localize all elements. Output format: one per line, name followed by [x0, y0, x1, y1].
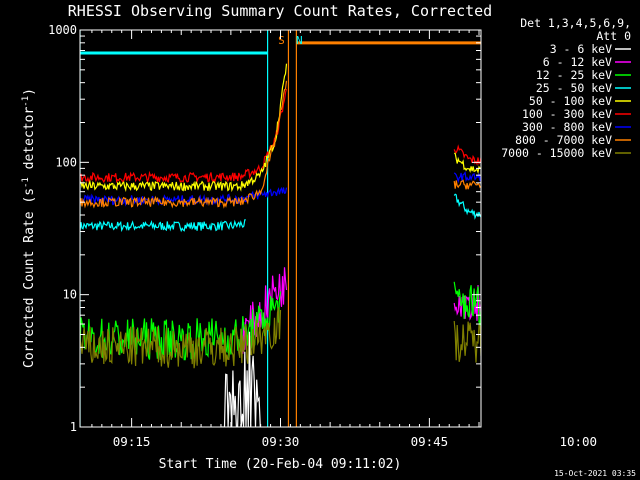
series-7-segment-0: [80, 80, 288, 209]
series-1-segment-1: [453, 285, 481, 321]
x-tick-label: 09:45: [411, 434, 449, 449]
series-8-segment-1: [453, 320, 481, 363]
legend-label-3: 25 - 50 keV: [536, 81, 612, 95]
legend-label-2: 12 - 25 keV: [536, 68, 612, 82]
marker-n: N: [296, 34, 303, 47]
legend-label-5: 100 - 300 keV: [522, 107, 612, 121]
legend-label-0: 3 - 6 keV: [550, 42, 612, 56]
x-tick-label: 09:15: [113, 434, 151, 449]
series-6-segment-1: [453, 170, 481, 184]
legend-label-7: 800 - 7000 keV: [515, 133, 612, 147]
y-tick-label: 1: [70, 420, 77, 434]
legend-header-line-2: Att 0: [596, 29, 631, 43]
series-8-segment-0: [80, 307, 282, 369]
legend-label-6: 300 - 800 keV: [522, 120, 612, 134]
series-0-segment-0: [220, 331, 261, 427]
y-tick-label: 100: [55, 155, 77, 169]
series-5-segment-0: [80, 88, 288, 184]
series-3-segment-1: [453, 193, 481, 220]
plot-frame: [79, 29, 482, 428]
footer-timestamp: 15-Oct-2021 03:35: [554, 469, 636, 478]
legend-label-4: 50 - 100 keV: [529, 94, 612, 108]
y-axis: 1 10 100 1000: [48, 23, 481, 434]
series-7-segment-1: [453, 179, 481, 190]
x-tick-label: 09:30: [262, 434, 300, 449]
y-axis-label: Corrected Count Rate (s-1 detector-1): [21, 88, 37, 368]
legend-label-1: 6 - 12 keV: [543, 55, 612, 69]
legend-header-line-1: Det 1,3,4,5,6,9,: [520, 16, 631, 30]
plot-content: [80, 30, 640, 427]
chart-title: RHESSI Observing Summary Count Rates, Co…: [68, 2, 492, 20]
legend-label-8: 7000 - 15000 keV: [501, 146, 612, 160]
x-tick-label: 10:00: [559, 434, 597, 449]
y-tick-label: 10: [63, 288, 77, 302]
series-3-segment-0: [80, 219, 246, 233]
x-axis-label: Start Time (20-Feb-04 09:11:02): [159, 457, 402, 472]
y-tick-label: 1000: [48, 23, 77, 37]
series-2-segment-1: [453, 281, 481, 326]
marker-s: S: [278, 34, 285, 47]
series-0-segment-1: [499, 319, 640, 427]
series-4-segment-0: [80, 63, 288, 193]
